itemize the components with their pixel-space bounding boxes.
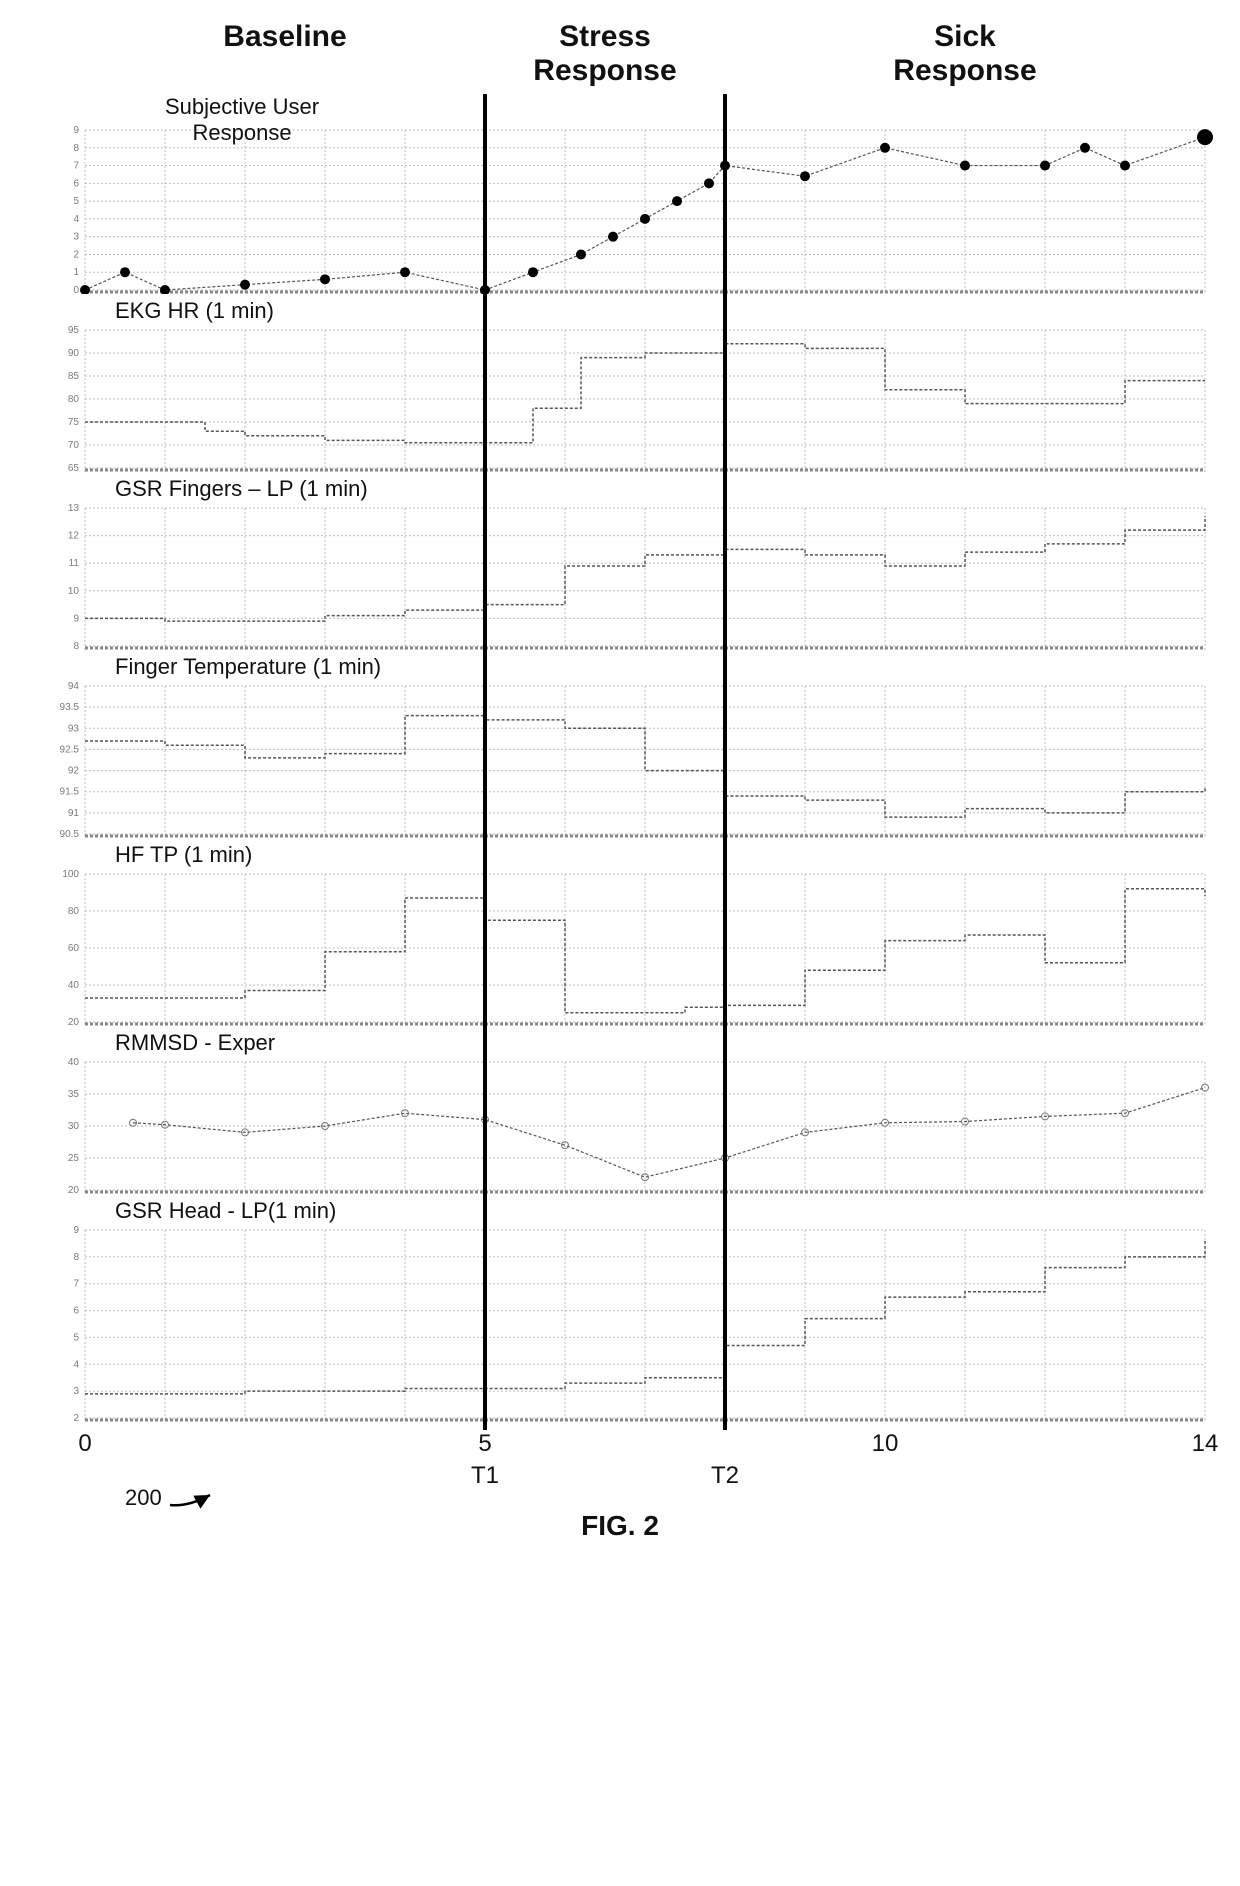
t2-label: T2 [711, 1462, 739, 1490]
chart-finger_temp: 90.5 91 91.5 92 92.5 93 93.5 94 [25, 658, 1215, 838]
svg-text:95: 95 [68, 325, 80, 336]
chart-ekg_hr: 65 70 75 80 85 90 95 [25, 302, 1215, 472]
region-headers: Baseline Stress Response Sick Response [25, 20, 1215, 88]
panel-ekg_hr: EKG HR (1 min)65707580859095 [25, 302, 1215, 472]
svg-text:90: 90 [68, 348, 80, 359]
panel-title-finger_temp: Finger Temperature (1 min) [115, 654, 381, 680]
svg-text:35: 35 [68, 1089, 80, 1100]
svg-text:9: 9 [73, 1225, 79, 1236]
svg-text:13: 13 [68, 503, 80, 514]
svg-text:5: 5 [73, 196, 79, 207]
svg-text:30: 30 [68, 1121, 80, 1132]
svg-text:25: 25 [68, 1153, 80, 1164]
chart-rmmsd: 20 25 30 35 40 [25, 1034, 1215, 1194]
panel-gsr_fingers: GSR Fingers – LP (1 min)8910111213 [25, 480, 1215, 650]
svg-text:90.5: 90.5 [60, 829, 80, 838]
panel-title-gsr_fingers: GSR Fingers – LP (1 min) [115, 476, 368, 502]
panel-gsr_head: GSR Head - LP(1 min)23456789 [25, 1202, 1215, 1422]
svg-text:80: 80 [68, 906, 80, 917]
svg-text:60: 60 [68, 943, 80, 954]
figure-number: 200 [125, 1485, 218, 1510]
svg-text:6: 6 [73, 178, 79, 189]
svg-text:7: 7 [73, 161, 79, 172]
panel-hf_tp: HF TP (1 min)20406080100 [25, 846, 1215, 1026]
svg-text:2: 2 [73, 249, 79, 260]
svg-text:80: 80 [68, 394, 80, 405]
svg-text:10: 10 [68, 586, 80, 597]
header-baseline: Baseline [85, 20, 485, 88]
svg-text:6: 6 [73, 1306, 79, 1317]
chart-gsr_fingers: 8 9 10 11 12 13 [25, 480, 1215, 650]
svg-text:1: 1 [73, 267, 79, 278]
x-tick: 0 [78, 1430, 91, 1458]
svg-text:40: 40 [68, 980, 80, 991]
svg-text:92.5: 92.5 [60, 744, 80, 755]
panels-stack: Subjective User Response0123456789EKG HR… [25, 94, 1215, 1422]
panel-finger_temp: Finger Temperature (1 min)90.59191.59292… [25, 658, 1215, 838]
svg-text:92: 92 [68, 766, 80, 777]
x-axis: 051014T1T2200 [25, 1430, 1215, 1510]
panel-title-rmmsd: RMMSD - Exper [115, 1030, 275, 1056]
svg-text:9: 9 [73, 125, 79, 136]
svg-text:85: 85 [68, 371, 80, 382]
header-stress: Stress Response [485, 20, 725, 88]
svg-text:5: 5 [73, 1332, 79, 1343]
panel-subjective: Subjective User Response 0 1 2 3 4 5 6 7 8 9 [25, 94, 1215, 294]
svg-text:20: 20 [68, 1017, 80, 1026]
svg-text:91.5: 91.5 [60, 787, 80, 798]
svg-text:8: 8 [73, 143, 79, 154]
t1-label: T1 [471, 1462, 499, 1490]
header-sick: Sick Response [725, 20, 1205, 88]
svg-text:0: 0 [73, 285, 79, 294]
svg-text:75: 75 [68, 417, 80, 428]
panel-title-subjective: Subjective User Response [165, 94, 319, 146]
svg-text:8: 8 [73, 641, 79, 650]
svg-text:91: 91 [68, 808, 80, 819]
svg-text:20: 20 [68, 1185, 80, 1194]
panel-title-gsr_head: GSR Head - LP(1 min) [115, 1198, 336, 1224]
svg-text:4: 4 [73, 1359, 79, 1370]
panel-title-ekg_hr: EKG HR (1 min) [115, 298, 274, 324]
figure-caption: FIG. 2 [25, 1510, 1215, 1542]
svg-text:100: 100 [62, 869, 79, 880]
svg-text:3: 3 [73, 232, 79, 243]
svg-text:11: 11 [69, 558, 80, 569]
svg-text:4: 4 [73, 214, 79, 225]
x-tick: 14 [1192, 1430, 1219, 1458]
x-tick: 5 [478, 1430, 491, 1458]
svg-text:65: 65 [68, 463, 80, 472]
svg-text:3: 3 [73, 1386, 79, 1397]
svg-text:93: 93 [68, 723, 80, 734]
svg-text:93.5: 93.5 [60, 702, 80, 713]
svg-text:2: 2 [73, 1413, 79, 1422]
chart-hf_tp: 20 40 60 80 100 [25, 846, 1215, 1026]
panel-rmmsd: RMMSD - Exper2025303540 [25, 1034, 1215, 1194]
svg-text:94: 94 [68, 681, 80, 692]
chart-gsr_head: 2 3 4 5 6 7 8 9 [25, 1202, 1215, 1422]
svg-text:70: 70 [68, 440, 80, 451]
svg-text:9: 9 [73, 613, 79, 624]
svg-text:12: 12 [68, 531, 80, 542]
svg-text:40: 40 [68, 1057, 80, 1068]
panel-title-hf_tp: HF TP (1 min) [115, 842, 252, 868]
svg-text:7: 7 [73, 1279, 79, 1290]
x-tick: 10 [872, 1430, 899, 1458]
svg-text:8: 8 [73, 1252, 79, 1263]
